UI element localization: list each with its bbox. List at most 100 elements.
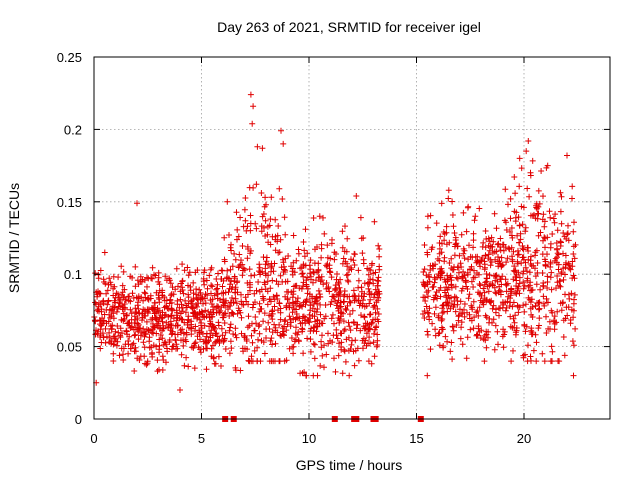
data-point (488, 234, 495, 241)
data-point (169, 284, 176, 291)
data-point (347, 311, 353, 318)
data-point (316, 274, 323, 281)
data-point (310, 279, 316, 286)
data-point (147, 292, 154, 299)
data-point (119, 302, 126, 309)
data-point (473, 332, 480, 339)
data-point (367, 311, 374, 318)
data-point (307, 302, 314, 309)
data-point (215, 270, 221, 277)
data-point (226, 285, 233, 292)
data-point (445, 292, 452, 299)
data-point (525, 294, 532, 301)
data-point (164, 348, 171, 355)
data-point (222, 329, 229, 336)
data-point (558, 269, 565, 276)
data-point (351, 250, 358, 257)
data-point (268, 298, 274, 305)
data-point (527, 257, 534, 264)
data-point (561, 352, 568, 359)
data-point (249, 304, 256, 311)
data-point (318, 338, 325, 345)
data-point (355, 284, 362, 291)
data-point (118, 263, 125, 270)
data-point (248, 332, 255, 339)
data-point (226, 350, 233, 357)
data-point (218, 363, 224, 369)
y-tick-label: 0.15 (57, 195, 82, 210)
data-point (553, 240, 560, 246)
data-point (281, 214, 288, 221)
data-point (333, 326, 340, 333)
data-point (163, 297, 170, 304)
data-point (232, 289, 239, 296)
data-point (293, 324, 299, 331)
data-point (327, 255, 334, 262)
data-point (165, 323, 171, 330)
data-point (202, 307, 209, 314)
data-point (522, 264, 529, 271)
data-point (537, 229, 544, 236)
data-point (354, 321, 361, 328)
data-point (157, 332, 164, 338)
data-point (477, 263, 484, 270)
data-point (323, 280, 330, 286)
data-point (436, 245, 443, 252)
data-point (312, 246, 318, 253)
data-point (544, 299, 551, 306)
data-point (297, 370, 304, 377)
data-point (569, 338, 576, 345)
data-point (272, 216, 279, 223)
data-point (299, 303, 306, 310)
data-point (229, 263, 236, 270)
data-point (131, 368, 138, 374)
data-point (302, 226, 309, 233)
data-point (260, 295, 267, 302)
data-point (265, 319, 272, 326)
data-point (109, 322, 116, 329)
data-point (352, 293, 359, 300)
data-point (335, 297, 342, 304)
data-point (202, 291, 209, 298)
data-point (253, 181, 260, 188)
data-point (180, 330, 187, 337)
data-point (346, 298, 353, 305)
data-point (561, 233, 568, 240)
data-point (121, 315, 128, 322)
data-point (263, 254, 270, 261)
data-point (430, 262, 437, 269)
data-point (513, 283, 520, 289)
data-point (567, 266, 574, 273)
data-point (234, 236, 240, 243)
data-point (307, 336, 314, 343)
data-point (97, 267, 104, 274)
data-point (277, 272, 284, 279)
data-point (256, 288, 263, 295)
data-point (98, 339, 105, 346)
data-point (277, 316, 284, 323)
data-point (246, 266, 253, 273)
data-point (232, 295, 239, 302)
data-point (374, 337, 381, 344)
data-point (491, 210, 498, 217)
data-point (273, 278, 280, 285)
data-point (224, 267, 231, 274)
data-point (440, 343, 447, 349)
data-point (256, 330, 263, 337)
data-point (218, 267, 225, 274)
data-point (183, 331, 190, 338)
data-point (317, 362, 324, 369)
data-point (431, 310, 438, 317)
data-point (458, 287, 465, 294)
data-point (476, 205, 483, 212)
data-point (131, 332, 138, 339)
data-point (459, 273, 466, 280)
data-point (234, 226, 241, 233)
data-point (365, 279, 372, 286)
data-point (263, 335, 269, 341)
data-point (267, 285, 274, 292)
data-point (461, 255, 468, 262)
data-point (339, 370, 346, 377)
data-point (209, 321, 216, 328)
data-point (452, 308, 459, 315)
